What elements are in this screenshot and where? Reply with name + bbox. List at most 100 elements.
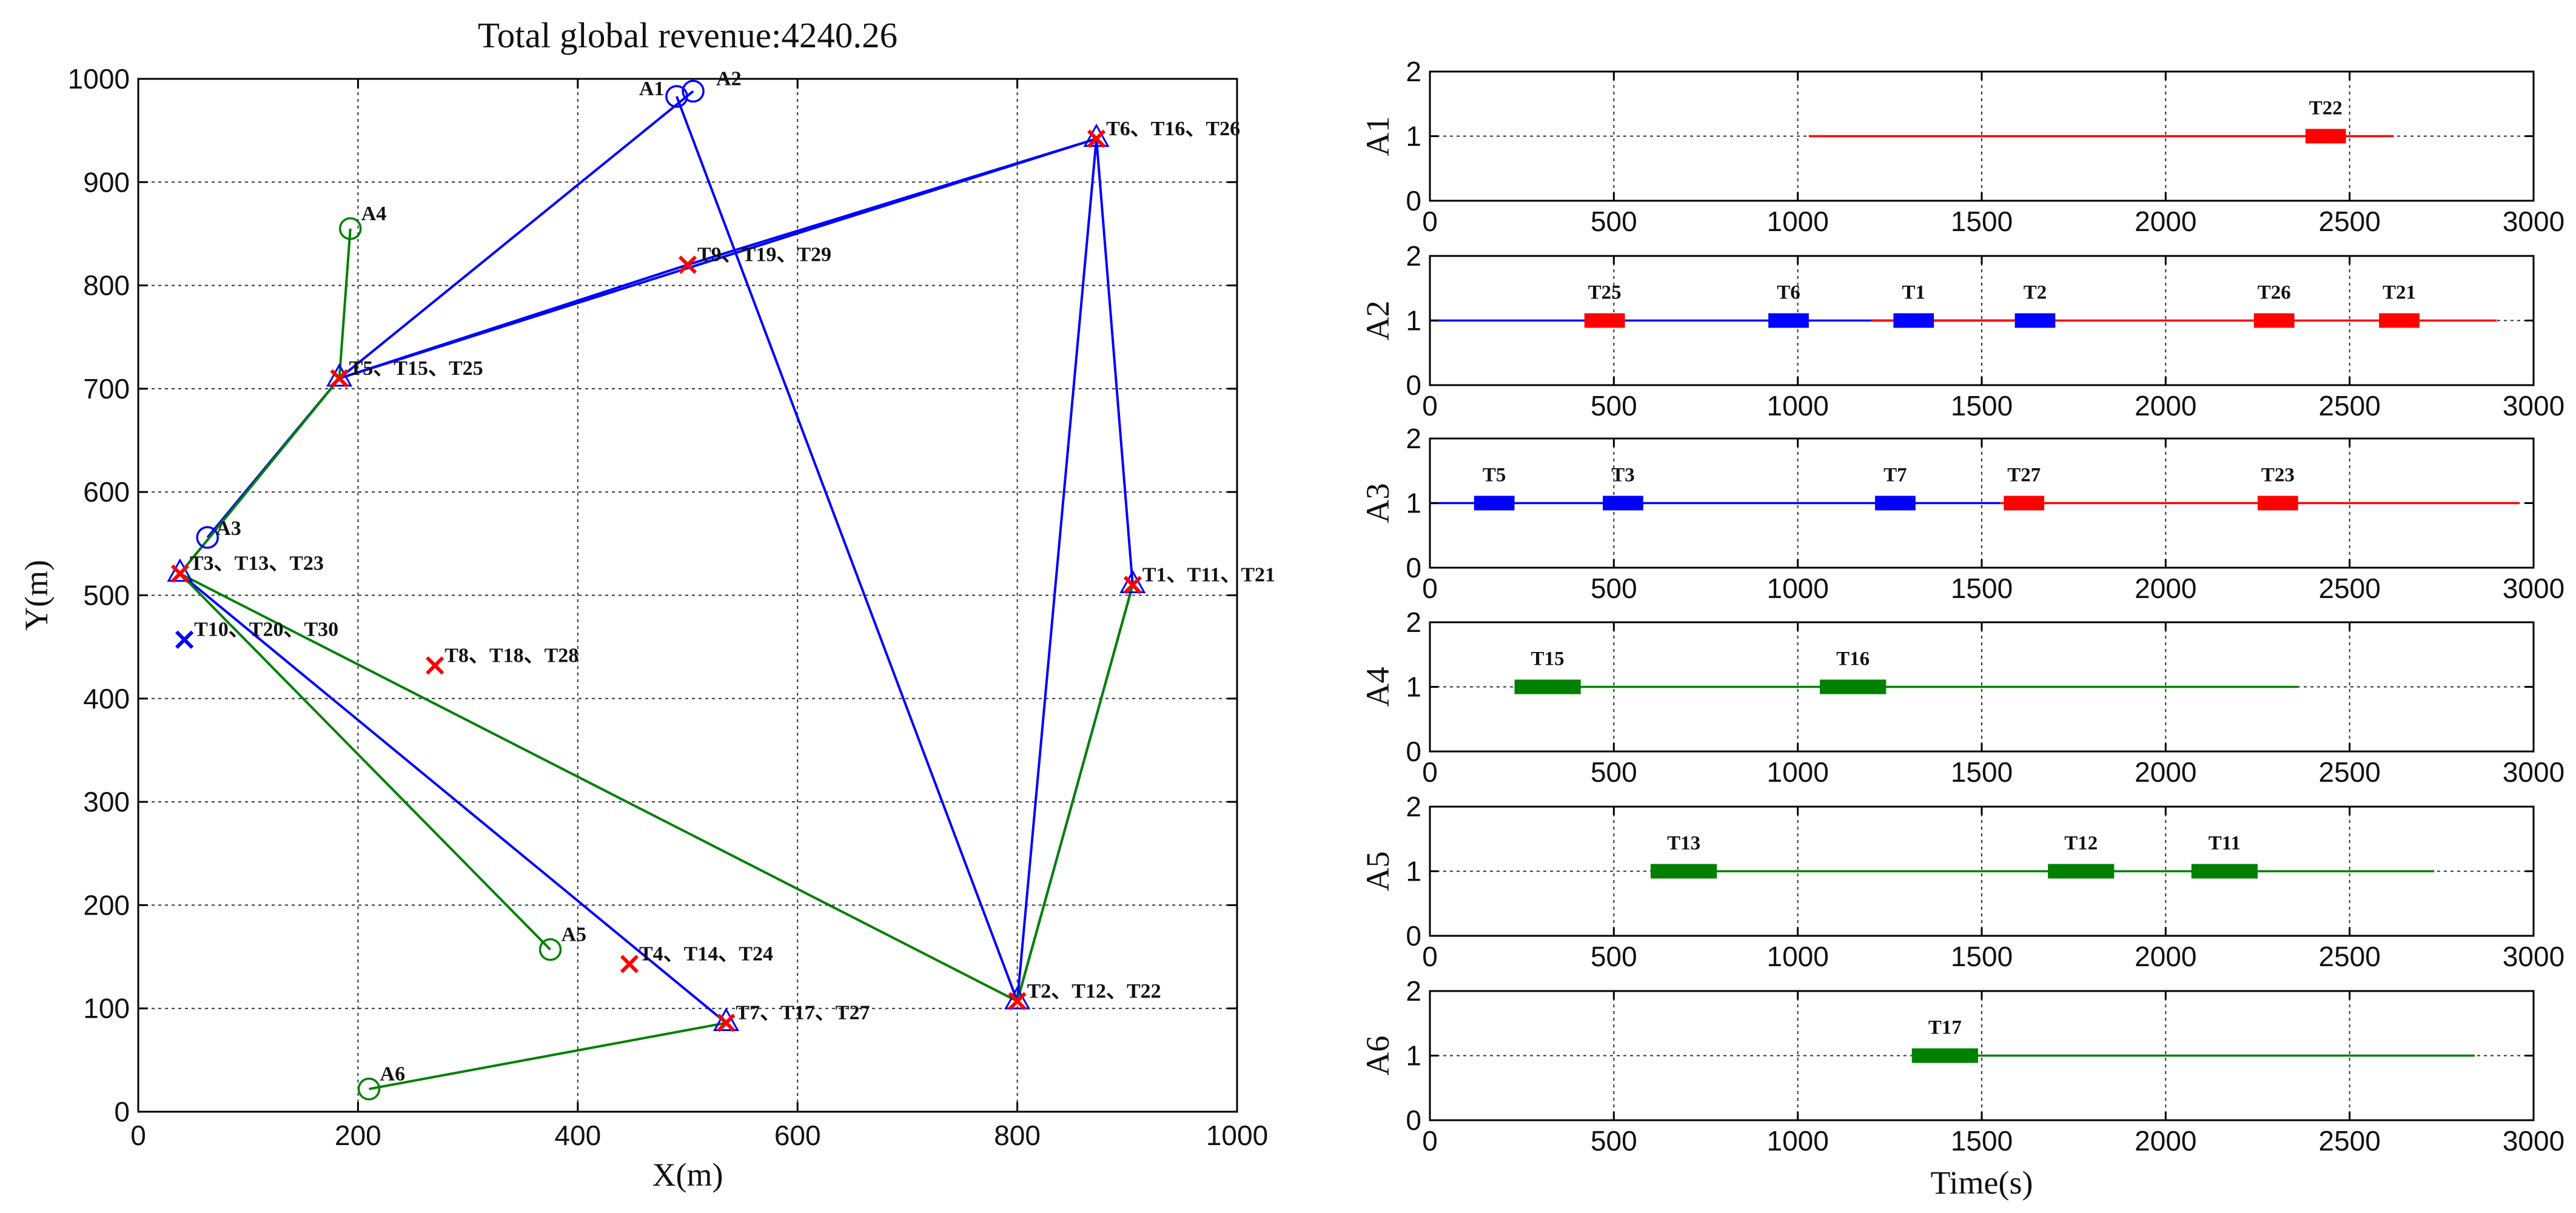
row-label: A4 (1360, 667, 1396, 707)
target-label: T9、T19、T29 (697, 244, 831, 266)
x-tick-label: 2000 (2135, 941, 2196, 972)
task-bar (1603, 496, 1643, 511)
x-tick-label: 500 (1591, 390, 1637, 422)
chart-title: Total global revenue:4240.26 (478, 15, 897, 55)
x-tick-label: 400 (554, 1120, 601, 1151)
row-label: A3 (1360, 483, 1396, 523)
agent-label: A5 (562, 924, 587, 946)
target-cross-marker (175, 630, 194, 649)
task-label: T27 (2007, 465, 2041, 486)
x-tick-label: 2000 (2135, 1125, 2196, 1157)
y-tick-label: 0 (1406, 920, 1421, 952)
y-tick-label: 100 (83, 993, 130, 1024)
task-label: T16 (1836, 648, 1870, 670)
map-chart: 0 200 400 600 800 1000 0 100 200 300 400 500 600 700 8… (18, 15, 1275, 1193)
y-tick-label: 2 (1406, 423, 1421, 454)
task-bar (2305, 129, 2346, 144)
y-tick-label: 600 (83, 476, 130, 508)
task-bar (1911, 1048, 1978, 1063)
row-label: A5 (1360, 852, 1396, 892)
target-cross-marker (330, 369, 349, 388)
x-tick-label: 1000 (1766, 756, 1828, 788)
x-tick-label: 3000 (2503, 390, 2564, 422)
route-A1 (676, 96, 1019, 1002)
task-label: T2 (2024, 282, 2047, 304)
y-tick-label: 0 (1406, 185, 1421, 217)
y-tick-label: 2 (1406, 606, 1421, 638)
x-tick-label: 1500 (1951, 206, 2013, 237)
task-bar (2253, 313, 2295, 328)
target-triangle-marker (713, 1007, 739, 1032)
y-tick-label: 2 (1406, 975, 1421, 1007)
y-tick-label: 800 (83, 270, 130, 301)
route-A5 (179, 573, 551, 951)
y-tick-label: 400 (83, 683, 130, 714)
x-tick-label: 1000 (1766, 573, 1828, 604)
agent-label: A1 (639, 78, 665, 100)
row-label: A2 (1360, 301, 1396, 341)
task-label: T23 (2261, 465, 2295, 486)
y-tick-label: 0 (1406, 552, 1421, 583)
x-tick-label: 1000 (1766, 1125, 1828, 1157)
target-label: T2、T12、T22 (1027, 980, 1161, 1003)
task-bar (1584, 313, 1625, 328)
task-bar (1820, 679, 1887, 694)
task-bar (1768, 313, 1809, 328)
task-bar (1514, 679, 1581, 694)
target-triangle-marker (1083, 123, 1110, 147)
gantt-subplot-A2: T25 T6 T1 T2 T26 T21 0 500 1000 1500 2000 2500 3000 0… (1360, 240, 2564, 422)
y-tick-label: 0 (114, 1096, 130, 1127)
x-tick-label: 0 (1422, 941, 1438, 972)
task-label: T12 (2064, 833, 2098, 855)
x-tick-label: 1500 (1951, 573, 2013, 604)
target-label: T3、T13、T23 (190, 553, 324, 575)
task-bar (2004, 496, 2045, 511)
route-A3b (1016, 138, 1098, 1001)
x-tick-label: 500 (1591, 573, 1637, 604)
route-A2 (338, 90, 1134, 1002)
task-bar (1893, 313, 1934, 328)
target-cross-marker (678, 255, 697, 274)
x-tick-label: 500 (1591, 1125, 1637, 1157)
x-tick-label: 1500 (1951, 941, 2013, 972)
agent-marker (196, 526, 219, 549)
task-bar (1651, 864, 1717, 879)
x-tick-label: 3000 (2503, 756, 2564, 788)
x-tick-label: 0 (1422, 206, 1438, 237)
y-tick-label: 500 (83, 580, 130, 611)
x-tick-label: 500 (1591, 756, 1637, 788)
task-bar (2191, 864, 2258, 879)
x-tick-label: 2000 (2135, 390, 2196, 422)
y-tick-label: 0 (1406, 1104, 1421, 1136)
x-tick-label: 0 (1422, 1125, 1438, 1157)
target-label: T5、T15、T25 (349, 357, 483, 380)
x-tick-label: 2500 (2318, 390, 2380, 422)
x-tick-label: 2500 (2318, 941, 2380, 972)
target-label: T4、T14、T24 (639, 943, 773, 965)
agent-label: A2 (716, 67, 742, 90)
y-tick-label: 300 (83, 786, 130, 818)
target-triangle-marker (1004, 986, 1031, 1010)
target-cross-marker (1087, 129, 1106, 148)
x-tick-label: 600 (774, 1120, 821, 1151)
y-axis-label: Y(m) (18, 560, 55, 631)
y-tick-label: 1000 (68, 63, 130, 95)
target-triangle-marker (1119, 570, 1146, 593)
x-tick-label: 500 (1591, 206, 1637, 237)
task-bar (1875, 496, 1916, 511)
target-label: T10、T20、T30 (194, 619, 338, 641)
task-bar (2048, 864, 2115, 879)
agent-label: A3 (216, 517, 241, 540)
task-label: T25 (1588, 282, 1622, 304)
agent-marker (682, 79, 705, 103)
y-tick-label: 2 (1406, 56, 1421, 87)
y-tick-label: 900 (83, 166, 130, 198)
gantt-subplot-A3: T5 T3 T7 T27 T23 0 500 1000 1500 2000 2500 3000 0 1 2A… (1360, 423, 2564, 604)
y-tick-label: 1 (1406, 305, 1421, 337)
x-tick-label: 1000 (1206, 1120, 1268, 1151)
agent-marker (357, 1077, 381, 1101)
target-label: T7、T17、T27 (736, 1002, 870, 1024)
row-label: A1 (1360, 116, 1396, 156)
y-tick-label: 200 (83, 889, 130, 921)
